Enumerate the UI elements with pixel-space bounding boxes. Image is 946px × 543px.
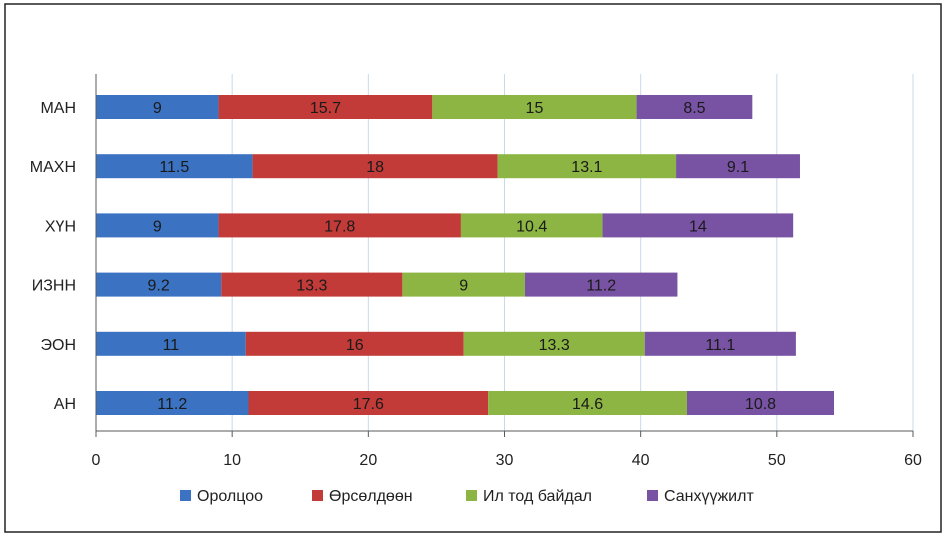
legend-swatch (312, 490, 323, 501)
data-label: 13.3 (296, 278, 327, 295)
data-label: 11.1 (705, 337, 735, 354)
x-tick-label: 50 (768, 452, 786, 469)
legend-label: Өрсөлдөөн (329, 488, 413, 505)
legend-swatch (647, 490, 658, 501)
bar-segment (248, 391, 489, 415)
legend-label: Ил тод байдал (483, 488, 592, 505)
bar-segment (497, 154, 677, 179)
data-label: 11.2 (586, 278, 616, 295)
data-label: 13.1 (571, 159, 602, 176)
legend-swatch (180, 490, 191, 501)
legend-label: Санхүүжилт (664, 488, 754, 505)
bar-segment (218, 213, 461, 238)
legend: Оролцоо Өрсөлдөөн Ил тод байдал Санхүүжилт (180, 488, 754, 505)
bar-segment (96, 272, 222, 297)
data-label: 10.8 (745, 396, 776, 413)
bar-segment (96, 391, 249, 415)
bar-segment (96, 154, 253, 179)
bar-segment (218, 95, 433, 119)
data-label: 11.2 (157, 396, 187, 413)
bar-segment (686, 391, 835, 415)
data-label: 15.7 (310, 100, 341, 117)
category-label: МАН (40, 100, 76, 117)
data-label: 18 (366, 159, 384, 176)
bar-segment (96, 213, 219, 238)
x-axis: 0 10 20 30 40 50 60 (92, 74, 922, 469)
x-tick-label: 30 (496, 452, 514, 469)
bar-segment (432, 95, 637, 119)
bar-segment (524, 272, 678, 297)
bar-segment (96, 95, 219, 119)
data-label: 11 (163, 337, 180, 354)
data-label: 9.2 (148, 278, 170, 295)
category-label: ИЗНН (32, 278, 76, 295)
bar-segment (602, 213, 794, 238)
category-label: ХҮН (45, 218, 76, 235)
data-label: 15 (526, 100, 544, 117)
bar-segment (460, 213, 603, 238)
gridlines (231, 74, 914, 431)
x-tick-label: 40 (632, 452, 650, 469)
bar-segment (402, 272, 525, 297)
bar-segment (245, 331, 464, 356)
x-tick-label: 20 (359, 452, 377, 469)
data-label: 9 (459, 278, 468, 295)
data-label: 17.8 (324, 218, 355, 235)
chart-border (4, 3, 942, 533)
data-label: 16 (346, 337, 364, 354)
data-label: 9.1 (727, 159, 749, 176)
data-label: 9 (153, 100, 162, 117)
bars: 9 15.7 15 8.5 11.5 18 13.1 9.1 9 17.8 10.4 14 9.2 13.… (96, 95, 835, 415)
legend-swatch (466, 490, 477, 501)
bar-segment (463, 331, 645, 356)
category-label: ЭОН (41, 337, 77, 354)
data-label: 11.5 (159, 159, 189, 176)
bar-segment (96, 331, 246, 356)
data-label: 9 (153, 218, 162, 235)
x-tick-label: 60 (904, 452, 922, 469)
data-label: 13.3 (539, 337, 570, 354)
y-axis: МАН МАХН ХҮН ИЗНН ЭОН АН (30, 100, 76, 413)
data-label: 10.4 (516, 218, 547, 235)
data-label: 8.5 (683, 100, 705, 117)
x-tick-label: 10 (223, 452, 241, 469)
bar-segment (676, 154, 800, 179)
category-label: МАХН (30, 159, 76, 176)
data-label: 17.6 (353, 396, 384, 413)
legend-label: Оролцоо (197, 488, 263, 505)
x-tick-label: 0 (92, 452, 101, 469)
bar-segment (644, 331, 796, 356)
bar-segment (636, 95, 753, 119)
bar-segment (252, 154, 498, 179)
bar-segment (488, 391, 687, 415)
category-label: АН (54, 396, 76, 413)
bar-segment (221, 272, 403, 297)
data-label: 14 (689, 218, 707, 235)
data-label: 14.6 (572, 396, 603, 413)
